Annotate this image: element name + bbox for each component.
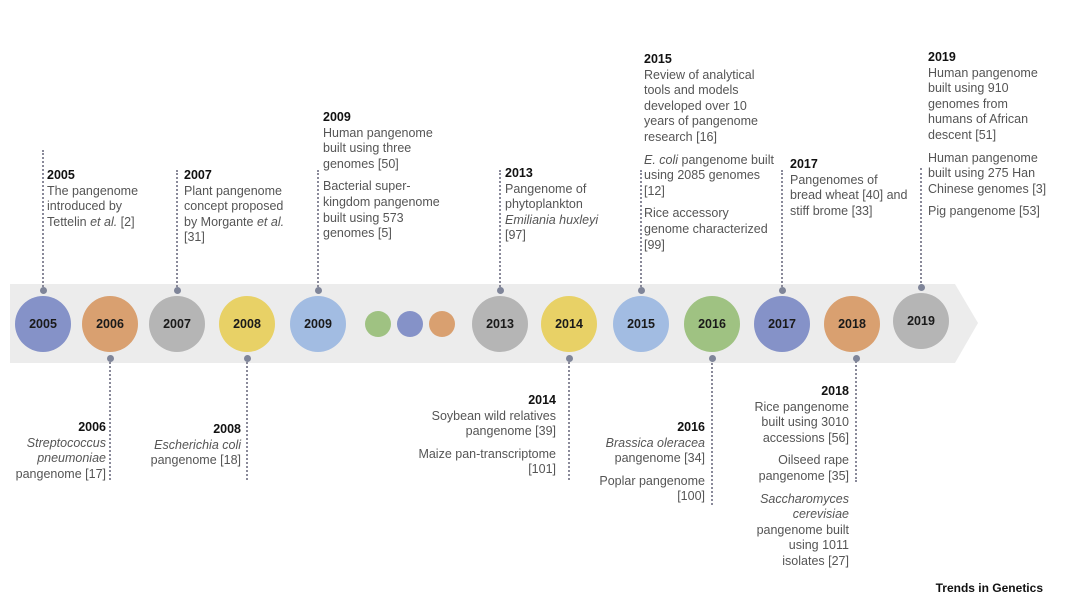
- event-2017: 2017 Pangenomes of bread wheat [40] and s…: [790, 157, 908, 226]
- year-circle-2007: 2007: [149, 296, 205, 352]
- connector-line-2016: [711, 358, 713, 505]
- connector-dot: [243, 354, 251, 362]
- year-circle-2008: 2008: [219, 296, 275, 352]
- event-description: Pig pangenome [53]: [928, 204, 1040, 219]
- event-year: 2014: [528, 393, 556, 407]
- event-description: Pangenome of phytoplankton Emiliania hux…: [505, 181, 599, 243]
- journal-credit: Trends in Genetics: [935, 581, 1043, 595]
- gap-circle: [397, 311, 423, 337]
- year-circle-2006: 2006: [82, 296, 138, 352]
- year-circle-2015: 2015: [613, 296, 669, 352]
- year-circle-2005: 2005: [15, 296, 71, 352]
- year-circle-2016: 2016: [684, 296, 740, 352]
- event-year: 2007: [184, 168, 212, 182]
- gap-circle: [429, 311, 455, 337]
- connector-line-2013: [499, 170, 501, 290]
- event-year: 2006: [78, 420, 106, 434]
- connector-dot: [708, 354, 716, 362]
- event-description: Streptococcus pneumoniae pangenome [17]: [15, 435, 106, 481]
- event-description: Escherichia coli pangenome [18]: [150, 437, 241, 468]
- connector-dot: [173, 286, 181, 294]
- connector-dot: [917, 283, 925, 291]
- connector-line-2017: [781, 170, 783, 290]
- event-year: 2016: [677, 420, 705, 434]
- event-2016: 2016 Brassica oleracea pangenome [34] Popl…: [590, 420, 705, 512]
- connector-line-2009: [317, 170, 319, 290]
- event-2005: 2005 The pangenome introduced by Tettelin…: [47, 168, 147, 237]
- event-description: Brassica oleracea pangenome [34]: [605, 435, 705, 466]
- event-description: Rice pangenome built using 3010 accessio…: [754, 399, 849, 445]
- event-description: The pangenome introduced by Tettelin et …: [47, 183, 139, 229]
- event-year: 2015: [644, 52, 672, 66]
- connector-line-2008: [246, 358, 248, 480]
- year-circle-2019: 2019: [893, 293, 949, 349]
- gap-circle: [365, 311, 391, 337]
- event-2007: 2007 Plant pangenome concept proposed by …: [184, 168, 299, 253]
- event-description: Rice accessory genome characterized [99]: [644, 206, 768, 252]
- connector-line-2006: [109, 358, 111, 480]
- year-circle-2018: 2018: [824, 296, 880, 352]
- event-2018: 2018 Rice pangenome built using 3010 acce…: [744, 384, 849, 577]
- connector-line-2019: [920, 168, 922, 287]
- connector-line-2015: [640, 170, 642, 290]
- event-description: Pangenomes of bread wheat [40] and stiff…: [790, 172, 908, 218]
- connector-dot: [778, 286, 786, 294]
- event-description: Maize pan-transcriptome [101]: [418, 446, 556, 477]
- event-year: 2013: [505, 166, 533, 180]
- event-2008: 2008 Escherichia coli pangenome [18]: [131, 422, 241, 476]
- connector-dot: [565, 354, 573, 362]
- connector-dot: [39, 286, 47, 294]
- year-circle-2009: 2009: [290, 296, 346, 352]
- connector-line-2018: [855, 358, 857, 482]
- connector-line-2014: [568, 358, 570, 480]
- event-2013: 2013 Pangenome of phytoplankton Emiliania…: [505, 166, 605, 251]
- connector-dot: [314, 286, 322, 294]
- event-description: Oilseed rape pangenome [35]: [758, 453, 849, 483]
- event-description: Plant pangenome concept proposed by Morg…: [184, 183, 285, 245]
- event-description: Human pangenome built using three genome…: [323, 125, 433, 171]
- event-description: Review of analytical tools and models de…: [644, 67, 758, 144]
- connector-dot: [852, 354, 860, 362]
- event-year: 2017: [790, 157, 818, 171]
- event-2014: 2014 Soybean wild relatives pangenome [39…: [406, 393, 556, 485]
- event-year: 2009: [323, 110, 351, 124]
- event-description: Human pangenome built using 275 Han Chin…: [928, 150, 1047, 196]
- event-description: E. coli pangenome built using 2085 genom…: [644, 152, 774, 198]
- connector-line-2005: [42, 150, 44, 290]
- event-year: 2018: [821, 384, 849, 398]
- connector-dot: [106, 354, 114, 362]
- event-2015: 2015 Review of analytical tools and model…: [644, 52, 776, 260]
- event-2009: 2009 Human pangenome built using three ge…: [323, 110, 443, 249]
- event-description: Saccharomyces cerevisiae pangenome built…: [756, 491, 849, 568]
- event-year: 2005: [47, 168, 75, 182]
- event-year: 2019: [928, 50, 956, 64]
- event-2019: 2019 Human pangenome built using 910 geno…: [928, 50, 1050, 227]
- event-description: Soybean wild relatives pangenome [39]: [431, 408, 556, 439]
- event-2006: 2006 Streptococcus pneumoniae pangenome […: [0, 420, 106, 489]
- year-circle-2013: 2013: [472, 296, 528, 352]
- connector-line-2007: [176, 170, 178, 290]
- event-year: 2008: [213, 422, 241, 436]
- event-description: Human pangenome built using 910 genomes …: [928, 65, 1038, 142]
- year-circle-2014: 2014: [541, 296, 597, 352]
- event-description: Poplar pangenome [100]: [599, 473, 705, 504]
- year-circle-2017: 2017: [754, 296, 810, 352]
- event-description: Bacterial super-kingdom pangenome built …: [323, 179, 440, 241]
- connector-dot: [637, 286, 645, 294]
- connector-dot: [496, 286, 504, 294]
